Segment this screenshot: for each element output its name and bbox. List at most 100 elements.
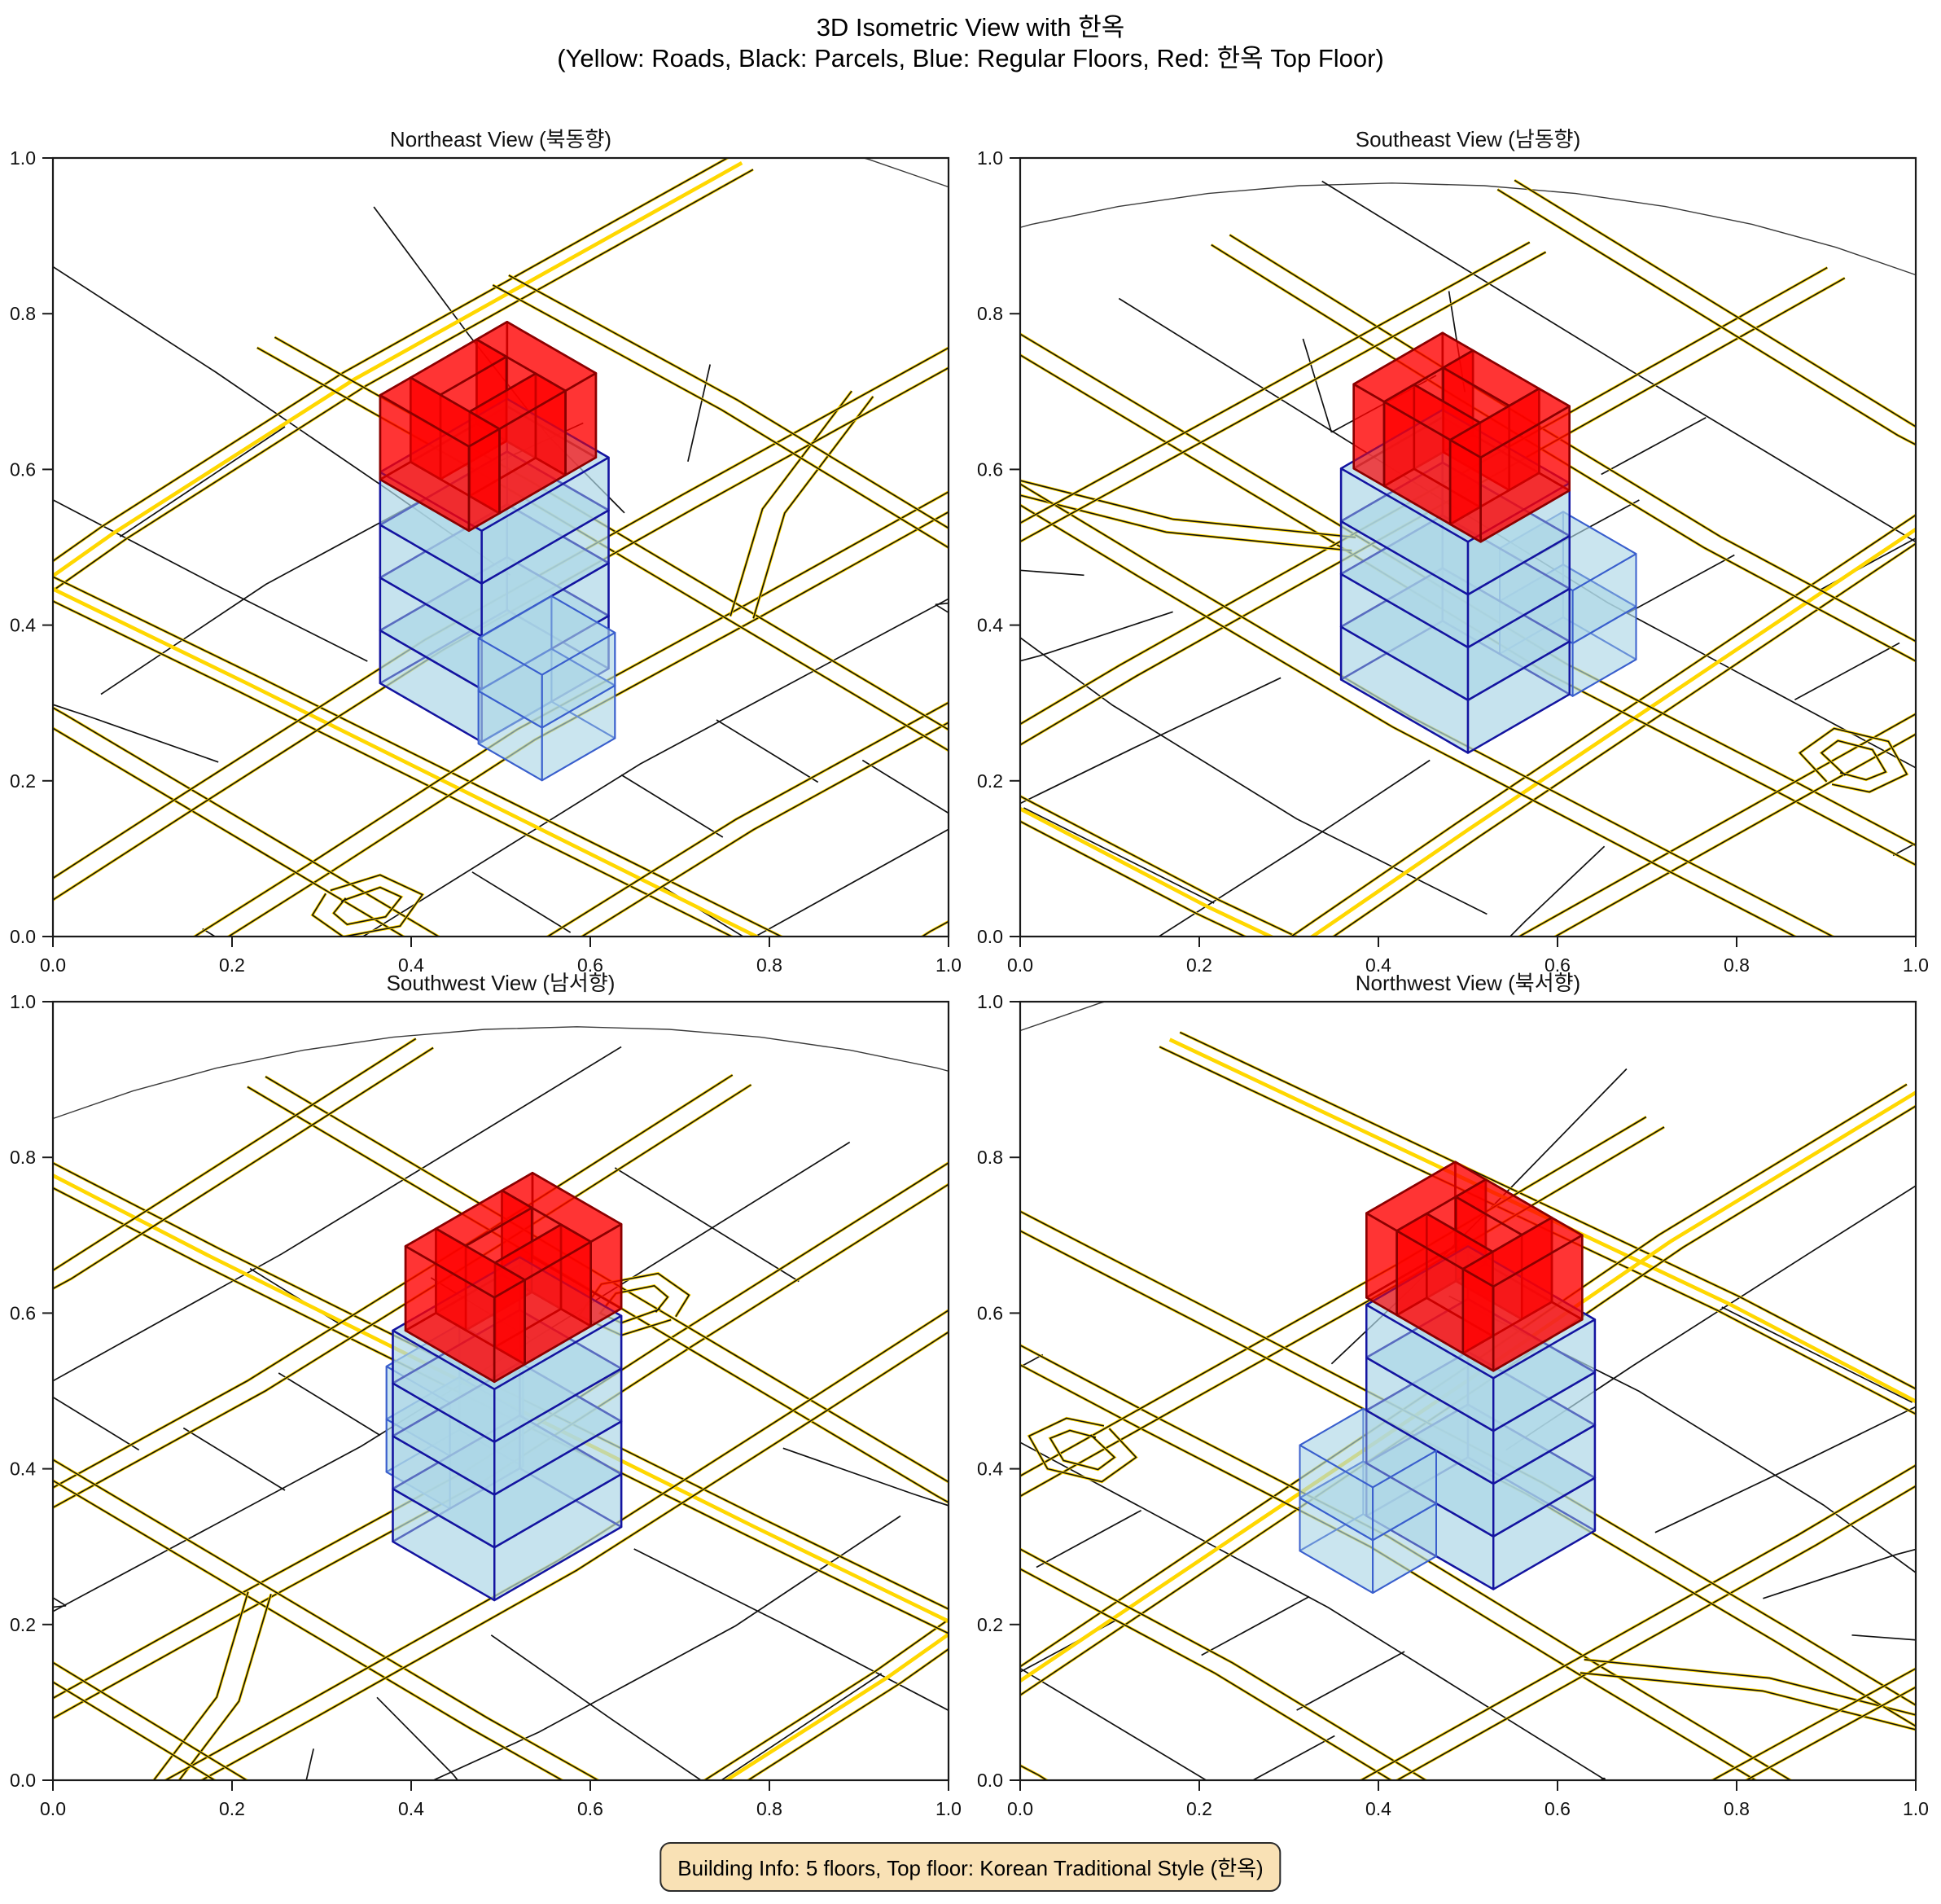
parcel-line xyxy=(1654,1406,1916,1533)
parcel-line xyxy=(1296,1651,1405,1711)
x-tick-label: 0.2 xyxy=(219,1798,245,1819)
y-tick-label: 0.4 xyxy=(10,1459,36,1480)
x-tick-label: 1.0 xyxy=(1903,954,1929,976)
parcel-line xyxy=(1036,1509,1142,1568)
building-floor-face xyxy=(1466,482,1571,596)
x-tick-label: 0.0 xyxy=(40,954,66,976)
parcel-line xyxy=(53,1396,140,1451)
road-edge xyxy=(152,1591,249,1780)
x-tick-label: 0.2 xyxy=(1186,1798,1212,1819)
y-tick-label: 1.0 xyxy=(10,991,36,1012)
road-edge xyxy=(227,511,949,937)
map-layer xyxy=(53,1026,949,1780)
parcel-line xyxy=(278,1372,381,1437)
road-edge xyxy=(53,1681,217,1780)
parcel-line xyxy=(1020,1441,1607,1780)
parcel-line xyxy=(1509,845,1606,937)
road-edge xyxy=(53,169,754,592)
road-edge xyxy=(967,1576,1422,1832)
parcel-line xyxy=(716,719,819,783)
road-edge xyxy=(247,1086,949,1503)
x-tick-label: 0.6 xyxy=(577,954,603,976)
road-edge xyxy=(1020,504,1797,937)
x-tick-label: 0.4 xyxy=(1365,1798,1391,1819)
parcel-line xyxy=(1721,1306,1913,1403)
figure-subtitle: (Yellow: Roads, Black: Parcels, Blue: Re… xyxy=(557,44,1384,72)
hanok-top-floor-face xyxy=(564,372,598,476)
x-tick-label: 0.4 xyxy=(398,954,424,976)
road-edge xyxy=(1020,277,1846,746)
figure-title: 3D Isometric View with 한옥 xyxy=(816,13,1125,42)
subplot-southeast: 0.0 0.0 0.2 0.2 0.4 0.4 0.6 0.6 0.8 0.8 1.0 1.0 Sout… xyxy=(967,122,1941,989)
parcel-line xyxy=(720,1673,883,1780)
road-edge xyxy=(1020,1083,1908,1668)
road-edge xyxy=(585,710,981,989)
y-tick-label: 0.6 xyxy=(10,458,36,480)
parcel-line xyxy=(119,426,286,537)
road-edge xyxy=(1020,1364,1757,1780)
y-tick-label: 0.8 xyxy=(10,1147,36,1168)
road-edge-glow xyxy=(585,710,981,989)
parcel-line xyxy=(53,704,219,763)
road-edge xyxy=(1580,1672,1916,1731)
road-centerline xyxy=(53,586,761,937)
parcel-line xyxy=(753,828,949,937)
road-edge xyxy=(53,366,949,902)
building-floor-face xyxy=(477,637,543,729)
road-centerline xyxy=(722,1632,949,1780)
road-edge xyxy=(1020,353,1916,866)
building-floor-face xyxy=(1571,553,1637,644)
road-edge-glow xyxy=(751,395,874,619)
subplot-title: Northeast View (북동향) xyxy=(390,127,611,151)
y-tick-label: 0.0 xyxy=(10,1770,36,1791)
road-edge-glow xyxy=(53,1458,602,1780)
road-edge xyxy=(1020,1765,1049,1780)
parcel-line xyxy=(1471,1818,1488,1832)
building-floor-face xyxy=(392,1329,496,1443)
parcel-line xyxy=(1201,1595,1310,1656)
building-info-box: Building Info: 5 floors, Top floor: Kore… xyxy=(659,1842,1282,1892)
road-edge xyxy=(1518,713,1916,937)
road-edge xyxy=(164,1309,949,1780)
subplot-title: Southeast View (남동향) xyxy=(1356,127,1581,151)
road-centerline xyxy=(1308,527,1916,937)
axes-layer: 0.00.0 0.2 0.2 0.4 0.4 0.6 0.6 0.8 0.8 1.0 1.0 Sout… xyxy=(977,127,1929,976)
y-tick-label: 0.2 xyxy=(977,1614,1003,1635)
x-tick-label: 0.4 xyxy=(1365,954,1391,976)
road-edge xyxy=(1020,480,1356,538)
road-edge-glow xyxy=(53,1046,435,1291)
parcel-line xyxy=(305,1748,314,1780)
road-edge xyxy=(747,1648,949,1780)
road-edge-glow xyxy=(53,706,442,937)
road-centerline xyxy=(53,160,743,578)
hanok-top-floor-face xyxy=(1352,383,1386,488)
y-tick-label: 0.2 xyxy=(977,770,1003,792)
road-edge-glow xyxy=(967,1576,1422,1832)
road-edge-glow xyxy=(53,158,730,564)
x-tick-label: 0.6 xyxy=(577,1798,603,1819)
y-tick-label: 0.8 xyxy=(977,1147,1003,1168)
y-tick-label: 0.8 xyxy=(10,303,36,324)
parcel-line xyxy=(53,1046,622,1382)
road-edge xyxy=(730,390,852,616)
road-edge xyxy=(53,600,734,937)
y-tick-label: 1.0 xyxy=(977,991,1003,1012)
road-edge xyxy=(53,727,405,937)
parcel-line xyxy=(1603,1778,1606,1780)
road-edge xyxy=(546,701,949,937)
parcel-line xyxy=(471,871,572,933)
road-edge-glow xyxy=(53,726,406,937)
parcel-line xyxy=(53,498,368,662)
road-edge xyxy=(53,1162,949,1700)
road-centerline xyxy=(1168,1038,1916,1404)
road-edge xyxy=(53,1183,949,1719)
y-tick-label: 0.4 xyxy=(10,615,36,636)
road-edge xyxy=(1020,820,1247,937)
road-edge xyxy=(1799,727,1908,793)
x-tick-label: 0.8 xyxy=(1724,1798,1750,1819)
road-edge xyxy=(1396,1485,1916,1780)
parcel-line xyxy=(1023,807,1215,904)
road-edge xyxy=(311,874,424,937)
parcel-line xyxy=(782,1447,949,1507)
